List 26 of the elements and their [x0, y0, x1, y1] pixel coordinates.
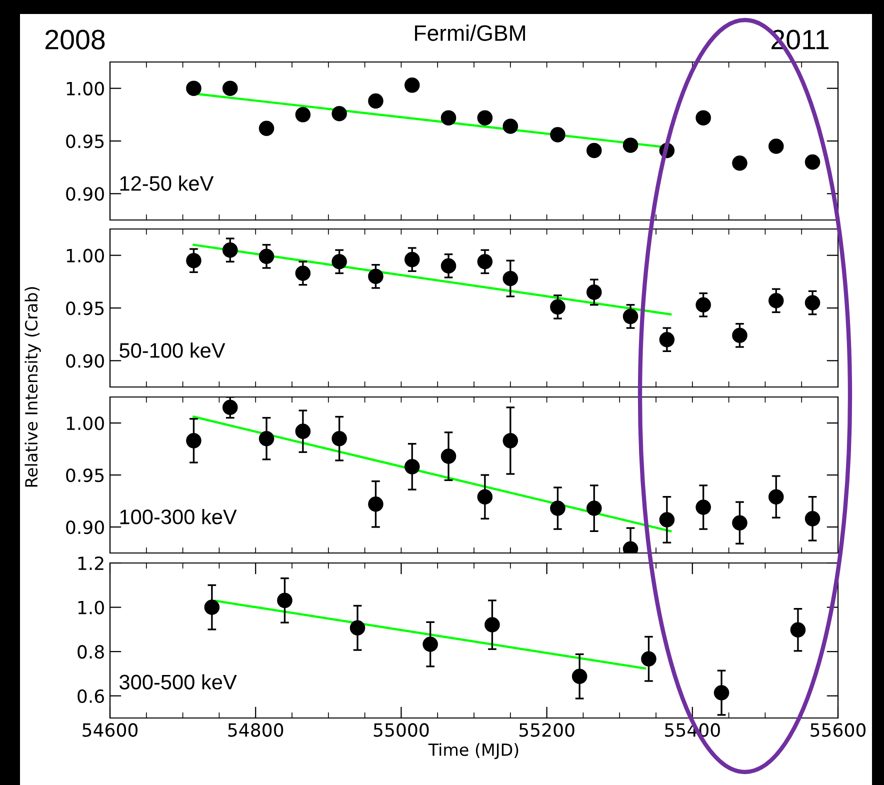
x-tick-label: 54800 [228, 723, 284, 737]
y-tick-label: 0.90 [66, 520, 104, 534]
text: 2008 [46, 30, 105, 50]
y-tick-label: 0.95 [66, 468, 104, 482]
y-tick-label: 1.0 [78, 600, 104, 614]
annotation: 50-100 keV [120, 342, 226, 358]
x-tick-label: 55200 [519, 723, 574, 737]
y-tick-label: 1.00 [66, 248, 104, 262]
y-tick-label: 0.8 [78, 645, 104, 659]
y-tick-label: 0.95 [66, 134, 104, 148]
x-axis-title: Time (MJD) [428, 743, 518, 760]
chart-title: Fermi/GBM [415, 24, 525, 41]
x-tick-label: 54600 [82, 723, 138, 737]
y-tick-label: 0.90 [66, 354, 104, 368]
y-tick-label: 1.2 [78, 556, 104, 570]
x-tick-label: 55000 [374, 723, 429, 737]
y-tick-label: 0.6 [78, 689, 104, 703]
annotation: 100-300 keV [120, 508, 237, 524]
y-tick-label: 0.95 [66, 301, 104, 316]
y-tick-label: 1.00 [66, 82, 104, 96]
y-axis-title: Relative Intensity (Crab) [24, 287, 41, 487]
annotation: 12-50 keV [120, 176, 214, 191]
annotation: 300-500 keV [120, 674, 237, 690]
y-tick-label: 1.00 [66, 416, 104, 430]
y-tick-label: 0.90 [66, 187, 104, 201]
x-tick-label: 55600 [810, 723, 866, 737]
